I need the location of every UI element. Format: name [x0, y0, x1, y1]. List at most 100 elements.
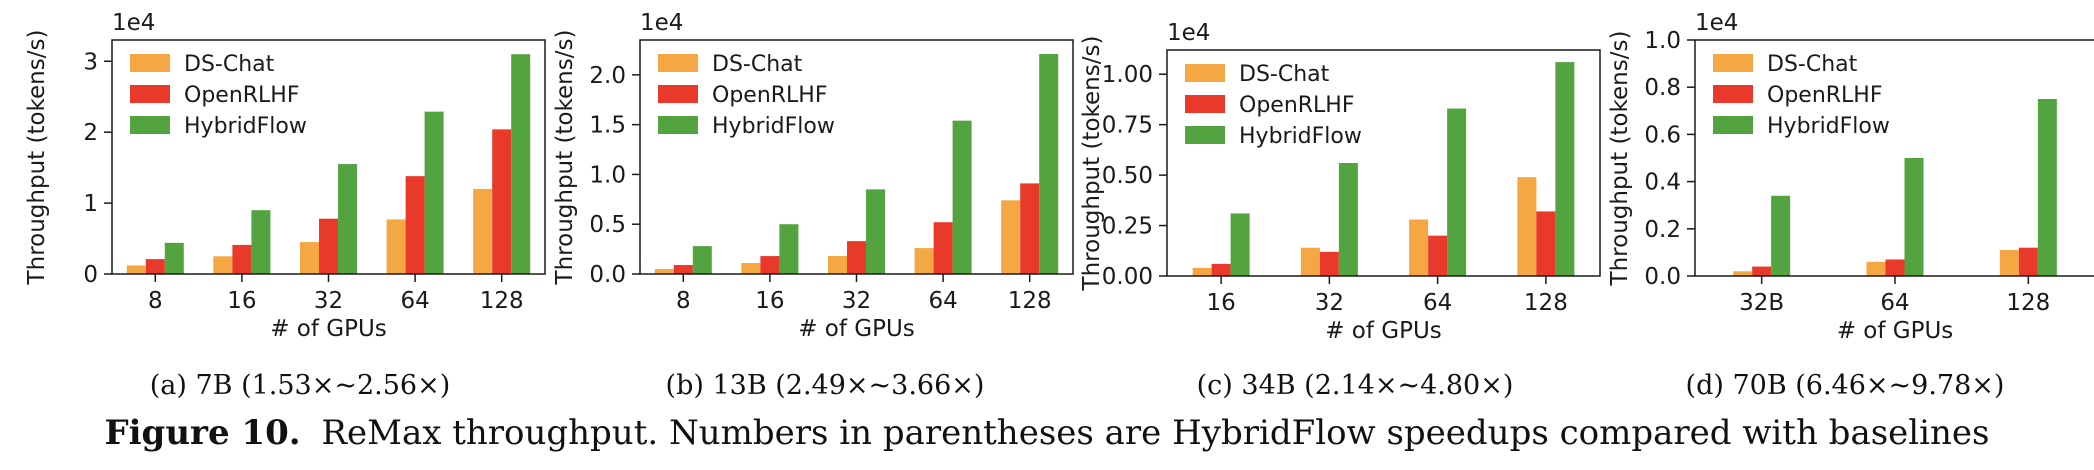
panel-b-ytick-label: 0.5 [589, 212, 626, 238]
panel-b-ytick-label: 1.5 [589, 113, 626, 139]
panel-d: 0.0 0.2 0.4 0.6 0.8 1.0 1e4 32B 64 128 # of GPUs Th… [1607, 10, 2094, 401]
panel-c-xtick-label: 32 [1315, 290, 1344, 316]
panel-a-axes-frame [111, 39, 546, 275]
panel-a-bar-openrlhf [232, 244, 252, 274]
panel-a-xtick-label: 128 [480, 288, 524, 314]
panel-c-bar-ds-chat [1409, 219, 1429, 276]
panel-a-bar-ds-chat [386, 219, 406, 274]
panel-a-legend-swatch-ds-chat [130, 54, 170, 72]
panel-c-bar-openrlhf [1211, 263, 1231, 276]
panel-a-ytick-label: 2 [83, 120, 98, 146]
panel-b-xtick-label: 64 [928, 288, 957, 314]
panel-a-xtick-label: 32 [314, 288, 343, 314]
panel-a-xtick-label: 16 [227, 288, 256, 314]
panel-a-legend-swatch-openrlhf [130, 85, 170, 103]
panel-a-bar-ds-chat [473, 188, 493, 274]
panel-d-legend-swatch-ds-chat [1713, 54, 1753, 72]
panel-b-caption: (b) 13B (2.49×~3.66×) [666, 370, 985, 401]
panel-a-multiplier: 1e4 [112, 10, 155, 36]
panel-d-legend-swatch-hybridflow [1713, 116, 1753, 134]
panel-b-ytick-label: 1.0 [589, 162, 626, 188]
panel-c-xtick-label: 128 [1524, 290, 1568, 316]
panel-c-legend-swatch-openrlhf [1185, 95, 1225, 113]
panel-a-ylabel: Throughput (tokens/s) [24, 30, 50, 286]
panel-c-axes-frame [1166, 49, 1601, 277]
panel-a-bar-openrlhf [405, 176, 425, 274]
panel-c-legend-label: OpenRLHF [1239, 93, 1355, 118]
panel-a-caption: (a) 7B (1.53×~2.56×) [150, 370, 451, 401]
panel-d-ytick-label: 0.4 [1644, 170, 1681, 196]
figure-title-rest: ReMax throughput. Numbers in parentheses… [321, 413, 1989, 453]
panel-a-bar-hybridflow [338, 164, 357, 274]
panel-a-xlabel: # of GPUs [270, 316, 387, 342]
panel-a-bar-ds-chat [213, 256, 233, 274]
panel-d-xlabel: # of GPUs [1837, 318, 1954, 344]
panel-b-bar-openrlhf [847, 241, 866, 274]
panel-c-ylabel: Throughput (tokens/s) [1079, 36, 1105, 292]
panel-c-bar-openrlhf [1428, 235, 1448, 276]
panel-a-legend-label: OpenRLHF [184, 83, 300, 108]
panel-b-multiplier: 1e4 [640, 10, 683, 36]
panel-c-bar-ds-chat [1192, 267, 1212, 276]
panel-d-xtick-label: 128 [2006, 290, 2050, 316]
panel-b-bar-openrlhf [1020, 183, 1040, 274]
panel-b-bar-ds-chat [1001, 200, 1021, 274]
panel-b-legend-swatch-openrlhf [658, 85, 698, 103]
panel-c-bar-hybridflow [1447, 108, 1467, 277]
panel-d-legend-label: HybridFlow [1767, 114, 1890, 139]
panel-d-axes-frame [1694, 39, 2094, 277]
panel-d-legend-swatch-openrlhf [1713, 85, 1753, 103]
panel-a-xtick-label: 8 [148, 288, 163, 314]
panel-a-legend-label: DS-Chat [184, 52, 275, 77]
panel-c-ytick-label: 0.50 [1102, 163, 1153, 189]
panel-a: 0 1 2 3 1e4 8 16 32 64 128 # of GPUs Throughput (to… [24, 10, 546, 401]
panel-b-xtick-label: 32 [842, 288, 871, 314]
panel-b-legend-label: DS-Chat [712, 52, 803, 77]
panel-d-legend-label: DS-Chat [1767, 52, 1858, 77]
panel-a-legend-label: HybridFlow [184, 114, 307, 139]
panel-d-xtick-label: 64 [1880, 290, 1909, 316]
panel-b-axes-frame [639, 39, 1074, 275]
panel-a-ytick-label: 3 [83, 49, 98, 75]
panel-b-bar-hybridflow [692, 246, 712, 274]
panel-d-bar-ds-chat [1866, 261, 1886, 276]
panel-a-bar-openrlhf [492, 129, 512, 274]
panel-c-bar-hybridflow [1338, 163, 1358, 276]
panel-c-ytick-label: 0.00 [1102, 264, 1153, 290]
panel-b-bar-openrlhf [933, 222, 953, 274]
panel-b-legend-label: HybridFlow [712, 114, 835, 139]
panel-d-xtick-label: 32B [1739, 290, 1784, 316]
panel-d-caption: (d) 70B (6.46×~9.78×) [1686, 370, 2005, 401]
panel-b-bar-hybridflow [866, 189, 885, 274]
panel-d-ytick-label: 1.0 [1644, 28, 1681, 54]
panel-c-bar-openrlhf [1319, 251, 1339, 276]
panel-b-bar-hybridflow [779, 224, 799, 274]
panel-b-ylabel: Throughput (tokens/s) [552, 30, 578, 286]
panel-c-xtick-label: 64 [1423, 290, 1452, 316]
panel-b-xtick-label: 128 [1008, 288, 1052, 314]
panel-a-bar-hybridflow [251, 210, 271, 274]
panel-d-bar-openrlhf [1752, 266, 1772, 276]
panel-a-bar-openrlhf [319, 218, 338, 274]
panel-b-ytick-label: 0.0 [589, 262, 626, 288]
panel-a-bar-ds-chat [300, 242, 319, 274]
panel-c-bar-openrlhf [1536, 211, 1556, 276]
panel-b-bar-ds-chat [741, 263, 761, 274]
panel-c-bar-ds-chat [1517, 177, 1537, 276]
panel-c-legend-label: HybridFlow [1239, 124, 1362, 149]
panel-c-legend-label: DS-Chat [1239, 62, 1330, 87]
panel-a-ytick-label: 0 [83, 262, 98, 288]
panel-b-bar-ds-chat [828, 256, 847, 274]
panel-a-ytick-label: 1 [83, 191, 98, 217]
panel-c-bar-hybridflow [1230, 213, 1250, 276]
panel-a-xtick-label: 64 [400, 288, 429, 314]
panel-b-bar-openrlhf [760, 256, 780, 274]
panel-b-legend-swatch-hybridflow [658, 116, 698, 134]
panel-c: 0.00 0.25 0.50 0.75 1.00 1e4 16 32 64 128 # of GPU… [1079, 20, 1601, 401]
panel-c-caption: (c) 34B (2.14×~4.80×) [1197, 370, 1514, 401]
panel-a-legend-swatch-hybridflow [130, 116, 170, 134]
figure-title: Figure 10. ReMax throughput. Numbers in … [105, 413, 1990, 453]
panel-c-ytick-label: 0.25 [1102, 214, 1153, 240]
panel-b: 0.0 0.5 1.0 1.5 2.0 1e4 8 16 32 64 128 # of GPUs Thr… [552, 10, 1074, 401]
